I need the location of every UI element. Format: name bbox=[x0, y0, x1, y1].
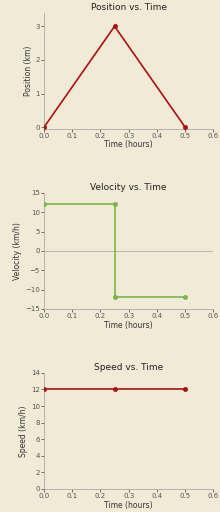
Title: Speed vs. Time: Speed vs. Time bbox=[94, 363, 163, 372]
X-axis label: Time (hours): Time (hours) bbox=[104, 140, 153, 150]
X-axis label: Time (hours): Time (hours) bbox=[104, 321, 153, 330]
Y-axis label: Velocity (km/h): Velocity (km/h) bbox=[13, 222, 22, 280]
Y-axis label: Speed (km/h): Speed (km/h) bbox=[19, 405, 28, 457]
Title: Position vs. Time: Position vs. Time bbox=[91, 3, 167, 12]
Title: Velocity vs. Time: Velocity vs. Time bbox=[90, 183, 167, 192]
Y-axis label: Position (km): Position (km) bbox=[24, 46, 33, 96]
X-axis label: Time (hours): Time (hours) bbox=[104, 501, 153, 509]
